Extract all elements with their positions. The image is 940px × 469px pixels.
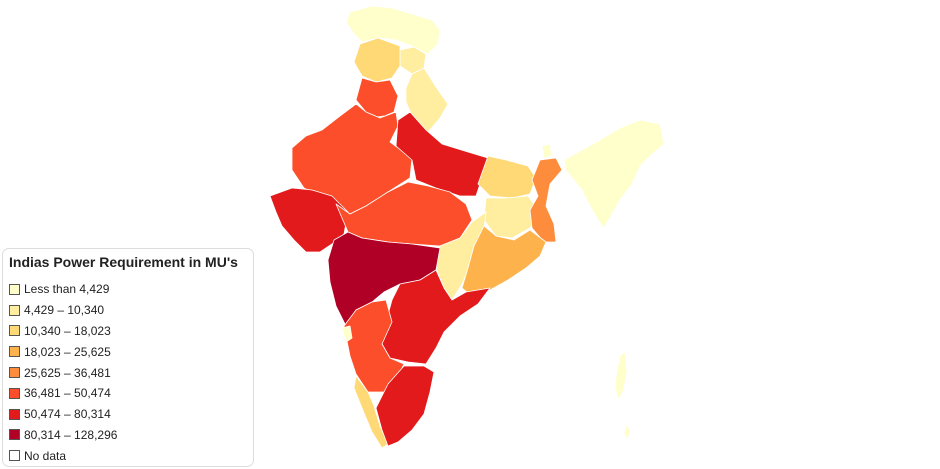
legend-label: 25,625 – 36,481 [24,365,111,380]
legend-swatch [9,367,20,379]
region-karnataka[interactable] [343,299,405,393]
legend-label: 50,474 – 80,314 [24,407,111,422]
region-jharkhand[interactable] [483,195,541,239]
legend: Indias Power Requirement in MU's Less th… [2,248,254,467]
legend-items: Less than 4,429 4,429 – 10,340 10,340 – 18… [9,279,117,466]
region-tamil-nadu[interactable] [375,365,435,447]
region-uttarakhand[interactable] [405,67,449,133]
legend-item: 10,340 – 18,023 [9,321,117,342]
legend-swatch [9,408,20,420]
legend-item: 80,314 – 128,296 [9,425,117,446]
region-uttar-pradesh[interactable] [395,111,489,197]
legend-item: No data [9,445,117,466]
region-odisha[interactable] [461,225,547,297]
region-andaman-nicobar[interactable] [614,351,631,441]
legend-item: Less than 4,429 [9,279,117,300]
legend-item: 36,481 – 50,474 [9,383,117,404]
legend-swatch [9,325,20,337]
legend-label: 4,429 – 10,340 [24,303,105,318]
legend-label: No data [24,448,67,463]
legend-item: 4,429 – 10,340 [9,300,117,321]
legend-item: 25,625 – 36,481 [9,362,117,383]
region-gujarat[interactable] [269,187,349,253]
region-kerala[interactable] [353,375,389,449]
legend-label: 18,023 – 25,625 [24,344,111,359]
legend-item: 18,023 – 25,625 [9,341,117,362]
legend-swatch [9,304,20,316]
region-northeast[interactable] [563,119,665,229]
region-jammu-kashmir[interactable] [345,5,441,55]
region-lakshadweep[interactable] [303,369,311,397]
legend-label: 36,481 – 50,474 [24,386,111,401]
legend-label: 80,314 – 128,296 [24,427,118,442]
legend-label: Less than 4,429 [24,282,110,297]
legend-swatch [9,429,20,441]
region-west-bengal[interactable] [529,157,563,243]
region-sikkim[interactable] [541,143,553,159]
legend-swatch [9,346,20,358]
region-haryana[interactable] [355,77,399,119]
legend-title: Indias Power Requirement in MU's [9,254,238,270]
legend-swatch [9,450,20,462]
legend-label: 10,340 – 18,023 [24,323,111,338]
legend-item: 50,474 – 80,314 [9,404,117,425]
legend-swatch [9,387,20,399]
region-goa[interactable] [341,325,353,343]
region-bihar[interactable] [477,155,537,199]
legend-swatch [9,283,20,295]
region-punjab[interactable] [353,37,401,83]
